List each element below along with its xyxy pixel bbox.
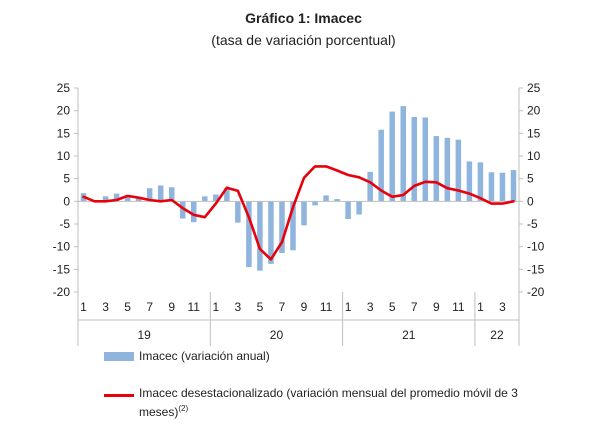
y-tick-label-right: -20 — [527, 285, 545, 299]
bar — [499, 172, 506, 202]
bar — [124, 196, 131, 202]
bar — [433, 136, 440, 202]
bar — [411, 117, 418, 202]
x-tick-label: 1 — [345, 300, 352, 314]
bar — [400, 106, 406, 202]
bar — [246, 201, 252, 268]
x-tick-label: 9 — [301, 300, 308, 314]
bar — [279, 201, 285, 254]
y-tick-label-left: -10 — [53, 240, 71, 254]
x-tick-label: 3 — [102, 300, 109, 314]
legend-line-label-text-2: meses) — [139, 405, 179, 419]
bar — [301, 201, 307, 226]
line-series — [82, 165, 515, 261]
y-tick-label-left: 5 — [63, 172, 70, 186]
bar — [224, 188, 230, 202]
y-tick-label-left: 25 — [57, 81, 71, 95]
x-tick-label: 5 — [257, 300, 264, 314]
legend-line-label-superscript: (2) — [178, 404, 189, 413]
x-tick-label: 7 — [146, 300, 153, 314]
bar — [135, 196, 142, 202]
x-tick-label: 7 — [279, 300, 286, 314]
bar — [191, 201, 197, 223]
bar — [444, 137, 451, 202]
bar — [257, 201, 263, 271]
bar — [312, 201, 318, 206]
x-tick-label: 11 — [188, 300, 201, 314]
bar — [202, 196, 208, 202]
bar — [356, 201, 362, 215]
x-tick-label: 5 — [124, 300, 131, 314]
bar — [323, 195, 329, 202]
x-tick-label: 9 — [168, 300, 175, 314]
bar — [157, 185, 164, 202]
bar — [113, 193, 120, 202]
year-label: 22 — [490, 328, 504, 342]
y-tick-label-right: 0 — [527, 194, 534, 208]
x-tick-label: 1 — [80, 300, 87, 314]
bar — [102, 196, 109, 202]
y-tick-label-right: -10 — [527, 240, 545, 254]
bar — [477, 162, 484, 202]
y-tick-label-right: 5 — [527, 172, 534, 186]
y-tick-label-left: 15 — [57, 126, 71, 140]
x-tick-label: 3 — [235, 300, 242, 314]
x-tick-label: 11 — [320, 300, 333, 314]
y-tick-label-left: 0 — [63, 194, 70, 208]
y-tick-label-right: 20 — [527, 104, 541, 118]
bar — [146, 188, 153, 202]
x-tick-label: 1 — [477, 300, 484, 314]
legend-bar-swatch — [104, 352, 134, 361]
x-tick-label: 5 — [389, 300, 396, 314]
y-tick-label-right: 25 — [527, 81, 541, 95]
chart-subtitle: (tasa de variación porcentual) — [211, 32, 396, 48]
bar — [510, 170, 517, 202]
legend-line-label-text-1: Imacec desestacionalizado (variación men… — [139, 386, 518, 400]
y-tick-label-left: -20 — [53, 285, 71, 299]
year-label: 19 — [137, 328, 151, 342]
bar — [168, 187, 175, 202]
y-tick-label-right: 10 — [527, 149, 541, 163]
x-tick-label: 3 — [499, 300, 506, 314]
y-tick-label-left: -15 — [53, 262, 71, 276]
year-label: 21 — [402, 328, 416, 342]
y-tick-label-right: -15 — [527, 262, 545, 276]
x-tick-label: 7 — [411, 300, 418, 314]
bar — [179, 201, 186, 219]
bar — [268, 201, 274, 264]
year-label: 20 — [270, 328, 284, 342]
legend-line-label: Imacec desestacionalizado (variación men… — [139, 386, 569, 420]
x-tick-label: 1 — [212, 300, 219, 314]
legend-line-swatch — [104, 394, 134, 397]
y-tick-label-left: 20 — [57, 104, 71, 118]
bar — [213, 194, 219, 202]
x-tick-label: 11 — [452, 300, 465, 314]
bar — [235, 201, 241, 223]
bar — [488, 172, 495, 202]
chart-title: Gráfico 1: Imacec — [245, 10, 362, 26]
bar — [290, 201, 296, 251]
bar — [378, 129, 384, 202]
y-tick-label-left: -5 — [59, 217, 70, 231]
bar — [422, 117, 429, 202]
bar — [334, 199, 340, 202]
bar — [455, 139, 462, 202]
y-tick-label-right: 15 — [527, 126, 541, 140]
bar — [466, 161, 473, 202]
x-tick-label: 3 — [367, 300, 374, 314]
bar — [345, 201, 351, 220]
x-tick-label: 9 — [433, 300, 440, 314]
bar — [389, 111, 395, 202]
legend-bar-label: Imacec (variación anual) — [139, 349, 270, 363]
bar — [367, 171, 373, 202]
y-tick-label-left: 10 — [57, 149, 71, 163]
y-tick-label-right: -5 — [527, 217, 538, 231]
